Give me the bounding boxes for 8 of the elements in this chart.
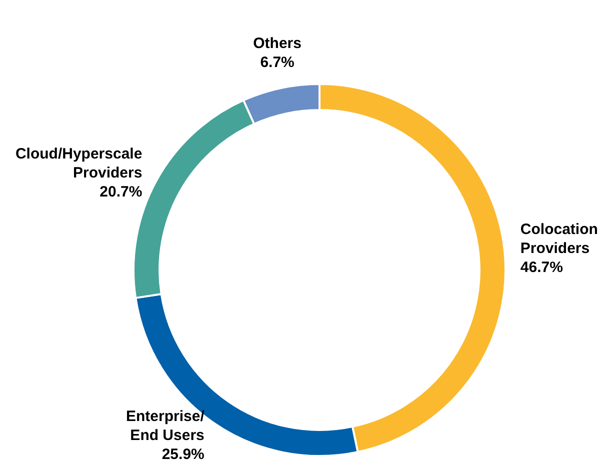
slice-label: Colocation Providers <box>520 221 598 258</box>
slice-label: Enterprise/ End Users <box>126 408 206 444</box>
slice-label: Cloud/Hyperscale Providers <box>15 145 142 182</box>
data-label: 46.7% <box>520 259 563 276</box>
slice-label: Others <box>253 35 302 52</box>
data-label: 20.7% <box>100 183 142 200</box>
data-label: 6.7% <box>260 54 294 72</box>
data-label: 25.9% <box>162 446 204 464</box>
